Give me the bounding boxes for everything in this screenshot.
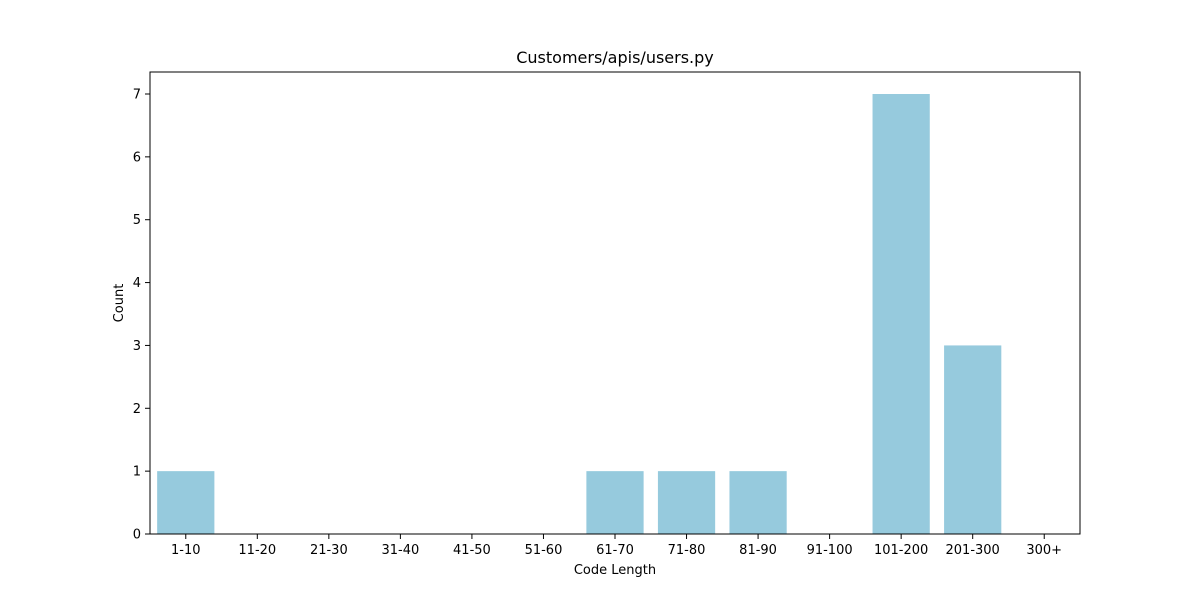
- bar: [586, 471, 644, 534]
- x-tick-label: 61-70: [596, 543, 634, 558]
- bar: [157, 471, 215, 534]
- x-tick-label: 300+: [1026, 543, 1062, 558]
- y-tick-label: 2: [133, 402, 141, 417]
- x-axis: 1-10 11-20 21-30 31-40 41-50 51-60 61-70 71-80 8…: [171, 534, 1062, 558]
- bar: [944, 345, 1002, 534]
- bars-group: [157, 94, 1002, 534]
- x-tick-label: 91-100: [807, 543, 853, 558]
- x-tick-label: 31-40: [381, 543, 419, 558]
- bar: [872, 94, 930, 534]
- y-axis-label: Count: [112, 284, 127, 323]
- y-tick-label: 3: [133, 339, 141, 354]
- bar: [657, 471, 716, 534]
- x-tick-label: 21-30: [310, 543, 348, 558]
- x-tick-label: 71-80: [668, 543, 706, 558]
- y-tick-label: 6: [133, 150, 141, 165]
- y-tick-label: 0: [133, 528, 141, 543]
- x-tick-label: 41-50: [453, 543, 491, 558]
- x-tick-label: 201-300: [946, 543, 1000, 558]
- y-tick-label: 1: [133, 465, 141, 480]
- y-tick-label: 7: [133, 88, 141, 103]
- x-axis-label: Code Length: [574, 563, 656, 578]
- chart-title: Customers/apis/users.py: [516, 48, 714, 67]
- bar: [729, 471, 787, 534]
- y-tick-label: 4: [133, 276, 141, 291]
- x-tick-label: 11-20: [238, 543, 276, 558]
- x-tick-label: 51-60: [525, 543, 563, 558]
- y-axis: 0 1 2 3 4 5 6 7: [133, 88, 150, 543]
- x-tick-label: 1-10: [171, 543, 201, 558]
- y-tick-label: 5: [133, 213, 141, 228]
- x-tick-label: 101-200: [874, 543, 928, 558]
- x-tick-label: 81-90: [739, 543, 777, 558]
